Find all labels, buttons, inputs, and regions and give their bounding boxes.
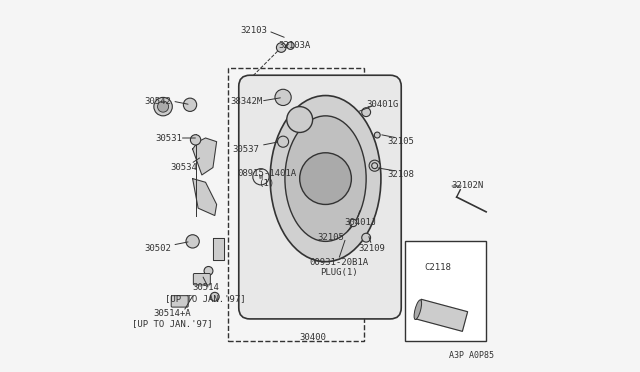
Ellipse shape: [414, 300, 422, 320]
Text: 30514+A
[UP TO JAN.'97]: 30514+A [UP TO JAN.'97]: [132, 309, 212, 328]
Text: 32105: 32105: [388, 137, 415, 146]
Circle shape: [278, 136, 289, 147]
Text: 30531: 30531: [155, 134, 182, 142]
FancyBboxPatch shape: [405, 241, 486, 341]
Circle shape: [204, 266, 213, 275]
Circle shape: [349, 219, 357, 227]
Circle shape: [191, 135, 201, 145]
Text: 32109: 32109: [358, 244, 385, 253]
FancyBboxPatch shape: [239, 75, 401, 319]
Circle shape: [211, 292, 220, 301]
Text: 30542: 30542: [144, 97, 171, 106]
FancyBboxPatch shape: [172, 296, 188, 307]
Text: 32105: 32105: [317, 233, 344, 242]
Text: 38342M: 38342M: [230, 97, 262, 106]
Text: 30534: 30534: [170, 163, 197, 172]
Circle shape: [184, 98, 196, 112]
Text: 30401J: 30401J: [344, 218, 377, 227]
Text: 32102N: 32102N: [452, 182, 484, 190]
Circle shape: [154, 97, 172, 116]
Circle shape: [287, 42, 294, 49]
FancyBboxPatch shape: [193, 273, 211, 285]
Text: W: W: [259, 174, 263, 180]
Circle shape: [276, 43, 286, 52]
Circle shape: [186, 235, 199, 248]
Text: 30400: 30400: [299, 333, 326, 342]
Text: 32108: 32108: [388, 170, 415, 179]
Circle shape: [372, 163, 378, 169]
Text: 08915-1401A
(1): 08915-1401A (1): [237, 169, 296, 188]
Text: C2118: C2118: [425, 263, 452, 272]
Text: 32103: 32103: [240, 26, 267, 35]
Circle shape: [362, 233, 371, 242]
Polygon shape: [193, 138, 216, 175]
Text: 32103A: 32103A: [278, 41, 310, 50]
Ellipse shape: [270, 96, 381, 262]
Polygon shape: [416, 299, 468, 331]
Polygon shape: [193, 179, 216, 215]
Circle shape: [287, 107, 312, 132]
Polygon shape: [213, 238, 224, 260]
Ellipse shape: [285, 116, 366, 241]
Circle shape: [275, 89, 291, 106]
Circle shape: [157, 101, 168, 112]
Text: 30514
[UP TO JAN.'97]: 30514 [UP TO JAN.'97]: [165, 283, 246, 303]
Circle shape: [374, 132, 380, 138]
Text: 30537: 30537: [233, 145, 260, 154]
Circle shape: [300, 153, 351, 205]
Circle shape: [362, 108, 371, 116]
Text: 30502: 30502: [144, 244, 171, 253]
Circle shape: [369, 160, 380, 171]
Text: 00931-20B1A
PLUG(1): 00931-20B1A PLUG(1): [309, 257, 368, 277]
Text: 30401G: 30401G: [367, 100, 399, 109]
Text: A3P A0P85: A3P A0P85: [449, 350, 493, 359]
